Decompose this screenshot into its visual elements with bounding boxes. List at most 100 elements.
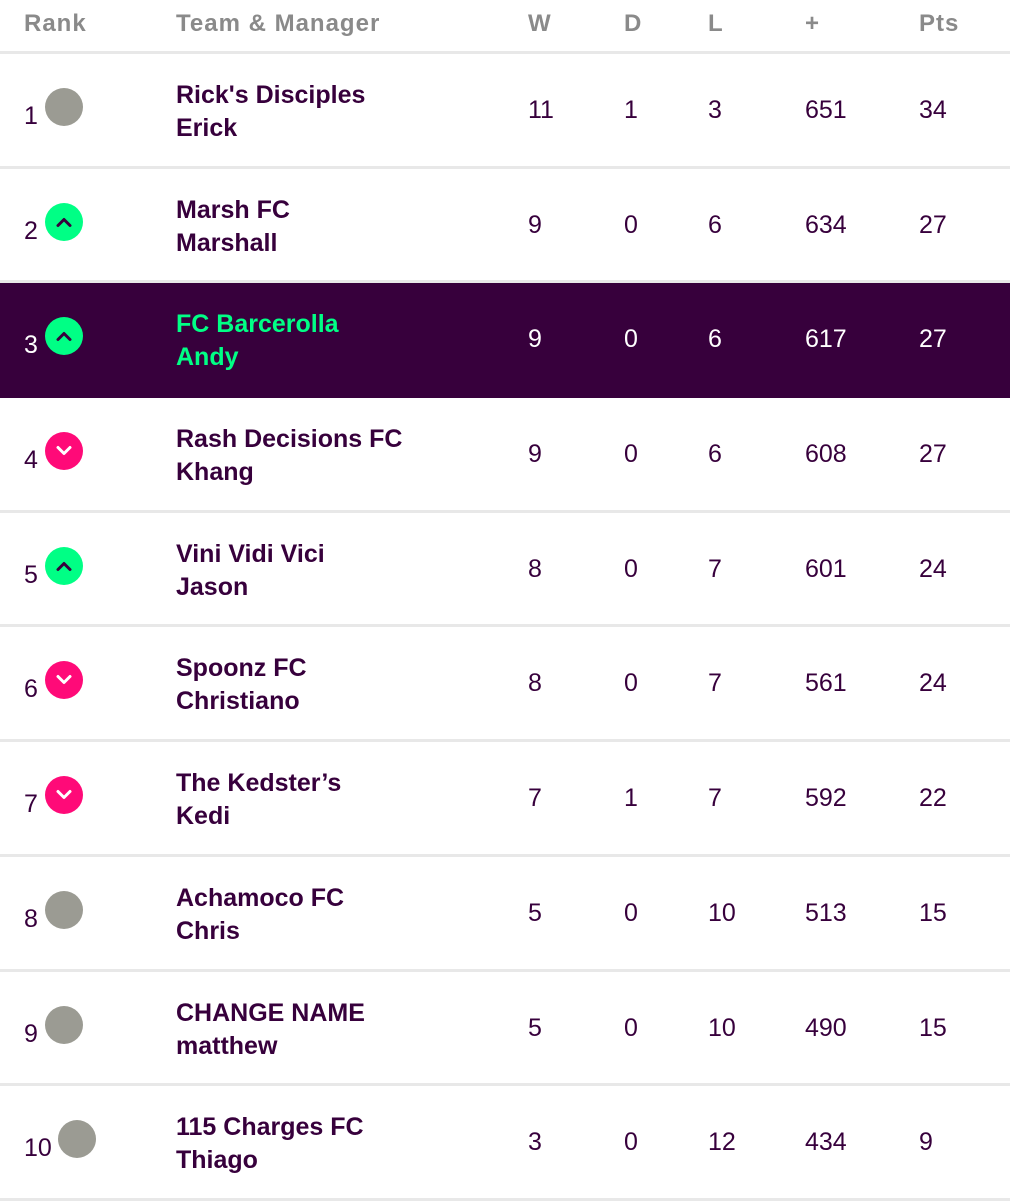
manager-name: Marshall xyxy=(176,228,278,257)
cell-losses: 7 xyxy=(708,669,722,698)
chevron-down-icon xyxy=(45,661,83,700)
header-rank[interactable]: Rank xyxy=(24,10,87,37)
cell-points: 24 xyxy=(919,554,947,583)
manager-name: Jason xyxy=(176,572,249,601)
cell-points-for: 608 xyxy=(805,440,847,469)
manager-name: Christiano xyxy=(176,687,300,716)
cell-draws: 0 xyxy=(624,554,638,583)
header-losses[interactable]: L xyxy=(708,10,724,37)
cell-draws: 0 xyxy=(624,898,638,927)
cell-draws: 0 xyxy=(624,1013,638,1042)
team-manager-cell[interactable]: The Kedster’s Kedi xyxy=(176,767,341,833)
cell-points-for: 592 xyxy=(805,784,847,813)
header-team-manager[interactable]: Team & Manager xyxy=(176,10,381,37)
cell-wins: 5 xyxy=(528,1013,542,1042)
cell-wins: 9 xyxy=(528,440,542,469)
team-manager-cell[interactable]: CHANGE NAME matthew xyxy=(176,997,365,1063)
table-row[interactable]: 3 FC Barcerolla Andy 9 0 6 617 27 xyxy=(0,283,1010,399)
team-manager-cell[interactable]: Marsh FC Marshall xyxy=(176,194,290,260)
cell-points: 24 xyxy=(919,669,947,698)
team-manager-cell[interactable]: Rick's Disciples Erick xyxy=(176,79,365,145)
table-header: Rank Team & Manager W D L + Pts xyxy=(0,0,1010,54)
team-name[interactable]: Rash Decisions FC xyxy=(176,425,403,454)
cell-points-for: 601 xyxy=(805,554,847,583)
cell-draws: 0 xyxy=(624,440,638,469)
cell-wins: 8 xyxy=(528,669,542,698)
cell-draws: 1 xyxy=(624,96,638,124)
team-name[interactable]: CHANGE NAME xyxy=(176,998,365,1027)
manager-name: matthew xyxy=(176,1031,278,1060)
team-name[interactable]: 115 Charges FC xyxy=(176,1113,364,1142)
table-row[interactable]: 7 The Kedster’s Kedi 7 1 7 592 22 xyxy=(0,742,1010,857)
table-row[interactable]: 6 Spoonz FC Christiano 8 0 7 561 24 xyxy=(0,627,1010,743)
team-name[interactable]: Spoonz FC xyxy=(176,654,307,683)
no-change-icon xyxy=(45,88,83,126)
manager-name: Erick xyxy=(176,114,238,142)
team-manager-cell[interactable]: Rash Decisions FC Khang xyxy=(176,423,402,489)
team-name[interactable]: Rick's Disciples xyxy=(176,81,366,109)
manager-name: Thiago xyxy=(176,1146,258,1175)
cell-wins: 9 xyxy=(528,210,542,239)
table-row[interactable]: 5 Vini Vidi Vici Jason 8 0 7 601 24 xyxy=(0,512,1010,628)
header-points-for[interactable]: + xyxy=(805,10,821,37)
cell-draws: 0 xyxy=(624,1128,638,1157)
cell-wins: 11 xyxy=(528,96,554,124)
table-row[interactable]: 8 Achamoco FC Chris 5 0 10 513 15 xyxy=(0,856,1010,972)
rank-number: 10 xyxy=(24,1134,52,1163)
table-row[interactable]: 1 Rick's Disciples Erick 11 1 3 651 34 xyxy=(0,54,1010,169)
team-name[interactable]: Achamoco FC xyxy=(176,883,345,912)
cell-points: 22 xyxy=(919,784,947,813)
header-draws[interactable]: D xyxy=(624,10,643,37)
team-manager-cell[interactable]: 115 Charges FC Thiago xyxy=(176,1111,364,1177)
no-change-icon xyxy=(45,890,83,929)
manager-name: Kedi xyxy=(176,802,231,831)
cell-draws: 1 xyxy=(624,784,638,813)
cell-points: 15 xyxy=(919,1013,947,1042)
rank-number: 3 xyxy=(24,331,38,360)
chevron-down-icon xyxy=(45,776,83,815)
cell-points: 27 xyxy=(919,440,947,469)
chevron-up-icon xyxy=(45,317,83,356)
team-manager-cell[interactable]: Spoonz FC Christiano xyxy=(176,652,307,718)
rank-number: 4 xyxy=(24,446,38,475)
cell-points: 27 xyxy=(919,325,947,354)
cell-points-for: 490 xyxy=(805,1013,847,1042)
cell-points: 34 xyxy=(919,96,947,124)
rank-number: 7 xyxy=(24,790,38,819)
cell-points: 15 xyxy=(919,898,947,927)
team-name[interactable]: Marsh FC xyxy=(176,195,290,224)
cell-losses: 6 xyxy=(708,440,722,469)
cell-losses: 6 xyxy=(708,325,722,354)
manager-name: Chris xyxy=(176,916,240,945)
cell-points-for: 617 xyxy=(805,325,847,354)
table-row[interactable]: 4 Rash Decisions FC Khang 9 0 6 608 27 xyxy=(0,398,1010,513)
rank-number: 8 xyxy=(24,904,38,933)
no-change-icon xyxy=(45,1005,83,1044)
rank-number: 1 xyxy=(24,102,38,130)
team-manager-cell[interactable]: Achamoco FC Chris xyxy=(176,882,344,948)
manager-name: Andy xyxy=(176,343,239,372)
cell-points-for: 434 xyxy=(805,1128,847,1157)
table-row[interactable]: 9 CHANGE NAME matthew 5 0 10 490 15 xyxy=(0,971,1010,1087)
cell-wins: 8 xyxy=(528,554,542,583)
cell-draws: 0 xyxy=(624,669,638,698)
table-row[interactable]: 2 Marsh FC Marshall 9 0 6 634 27 xyxy=(0,168,1010,284)
team-name[interactable]: Vini Vidi Vici xyxy=(176,539,325,568)
header-points[interactable]: Pts xyxy=(919,10,960,37)
manager-name: Khang xyxy=(176,458,254,487)
rank-number: 9 xyxy=(24,1019,38,1048)
header-wins[interactable]: W xyxy=(528,10,552,37)
cell-draws: 0 xyxy=(624,210,638,239)
team-name[interactable]: The Kedster’s xyxy=(176,769,342,798)
chevron-down-icon xyxy=(45,432,83,471)
team-name[interactable]: FC Barcerolla xyxy=(176,310,339,339)
cell-losses: 10 xyxy=(708,1013,736,1042)
team-manager-cell[interactable]: Vini Vidi Vici Jason xyxy=(176,538,325,604)
cell-wins: 5 xyxy=(528,898,542,927)
cell-points: 27 xyxy=(919,210,947,239)
team-manager-cell[interactable]: FC Barcerolla Andy xyxy=(176,308,339,374)
cell-losses: 7 xyxy=(708,554,722,583)
rank-number: 6 xyxy=(24,675,38,704)
table-row[interactable]: 10 115 Charges FC Thiago 3 0 12 434 9 xyxy=(0,1086,1010,1201)
